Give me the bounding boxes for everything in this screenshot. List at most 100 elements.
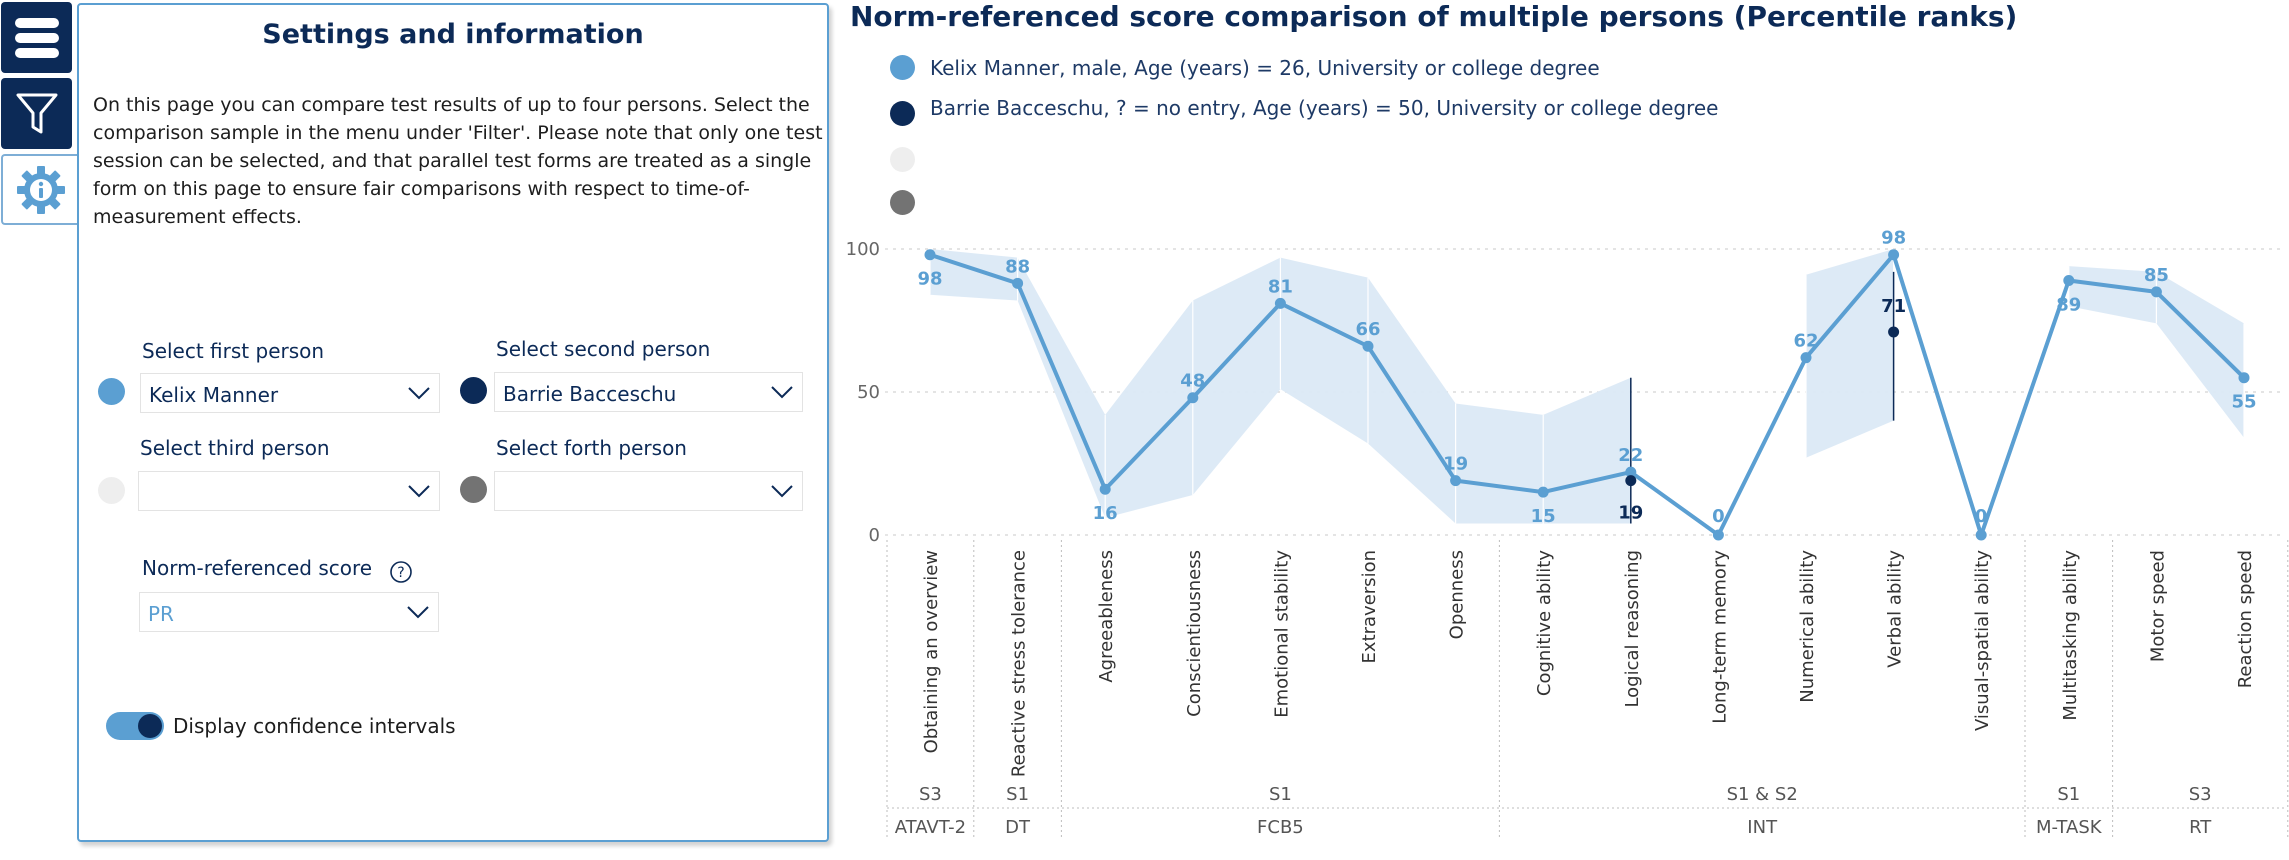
legend-entry-person1: Kelix Manner, male, Age (years) = 26, Un… [930,56,1600,80]
group-label-row1-2: S1 [1269,784,1292,805]
y-tick-label-1: 50 [857,382,880,403]
person2-point-8 [1625,475,1637,487]
x-tick-label-2: Agreeableness [1096,550,1117,683]
question-circle-icon[interactable]: ? [389,560,413,584]
gear-info-icon [17,165,65,214]
x-tick-label-0: Obtaining an overview [921,550,942,753]
panel-description: On this page you can compare test result… [93,94,823,228]
person2-point-11 [1888,326,1900,338]
group-label-row2-1: DT [1005,817,1031,838]
person1-point-8 [1625,466,1637,478]
info-button[interactable] [1,154,79,225]
y-tick-label-2: 100 [846,239,880,260]
x-tick-label-3: Conscientiousness [1184,550,1205,717]
norm-score-dropdown[interactable]: PR [139,592,439,632]
chevron-down-icon [408,387,430,400]
group-label-row1-4: S1 [2057,784,2080,805]
x-tick-label-10: Numerical ability [1797,550,1818,703]
person1-point-4 [1274,297,1286,309]
x-tick-label-12: Visual-spatial ability [1972,550,1993,731]
norm-score-label: Norm-referenced score [142,556,373,580]
group-label-row2-5: RT [2189,817,2212,838]
x-tick-label-7: Cognitive ability [1534,550,1555,696]
x-tick-label-5: Extraversion [1359,550,1380,663]
person1-value-label-10: 62 [1793,331,1818,352]
person1-value-label-6: 19 [1443,454,1468,475]
person1-point-1 [1012,277,1024,289]
confidence-interval-label: Display confidence intervals [173,714,456,738]
x-tick-label-14: Motor speed [2147,550,2168,662]
person1-value-label-12: 0 [1975,506,1988,527]
person1-value-label-11: 98 [1881,228,1906,249]
group-label-row1-1: S1 [1006,784,1029,805]
person1-point-9 [1712,529,1724,541]
person1-point-3 [1187,392,1199,404]
chevron-down-icon [771,485,793,498]
y-tick-label-0: 0 [869,525,880,546]
x-tick-label-11: Verbal ability [1885,550,1906,668]
person1-value-label-5: 66 [1355,319,1380,340]
second-person-dropdown[interactable]: Barrie Bacceschu [494,372,803,412]
settings-panel: Settings and information On this page yo… [77,3,829,842]
person4-color-dot [460,476,487,503]
chart-title: Norm-referenced score comparison of mult… [850,0,2018,33]
person1-score-line [929,252,2246,537]
first-person-value: Kelix Manner [149,383,279,407]
legend-dot-person4 [890,190,915,215]
first-person-dropdown[interactable]: Kelix Manner [140,373,440,413]
person1-point-10 [1800,352,1812,364]
second-person-value: Barrie Bacceschu [503,382,677,406]
fourth-person-dropdown[interactable] [494,471,803,511]
group-label-row2-3: INT [1747,817,1778,838]
group-label-row1-5: S3 [2189,784,2212,805]
filter-button[interactable] [1,78,72,149]
third-person-label: Select third person [140,436,330,460]
person1-point-15 [2238,372,2250,384]
group-label-row2-0: ATAVT-2 [895,817,966,838]
person1-value-label-4: 81 [1268,276,1293,297]
x-tick-label-9: Long-term memory [1709,550,1730,724]
x-tick-label-4: Emotional stability [1271,550,1292,718]
norm-score-value: PR [148,602,174,626]
confidence-interval-toggle[interactable] [106,712,164,740]
person1-point-11 [1888,249,1900,261]
second-person-label: Select second person [496,337,711,361]
chevron-down-icon [407,606,429,619]
fourth-person-label: Select forth person [496,436,687,460]
x-tick-label-13: Multitasking ability [2060,550,2081,721]
person1-value-label-3: 48 [1180,371,1205,392]
third-person-dropdown[interactable] [138,471,440,511]
panel-title: Settings and information [262,19,644,50]
person2-color-dot [460,377,487,404]
person1-point-5 [1362,340,1374,352]
chevron-down-icon [771,386,793,399]
toggle-knob [138,714,162,738]
person1-point-0 [924,249,936,261]
legend-dot-person3 [890,147,915,172]
menu-button[interactable] [1,2,72,73]
person3-color-dot [98,477,125,504]
legend-dot-person2 [890,101,915,126]
person1-value-label-9: 0 [1712,506,1725,527]
x-tick-label-6: Openness [1447,550,1468,639]
person2-value-label-11: 71 [1881,296,1906,317]
person1-point-6 [1450,475,1462,487]
person2-value-label-8: 19 [1618,503,1643,524]
person1-point-2 [1099,483,1111,495]
chevron-down-icon [408,485,430,498]
first-person-label: Select first person [142,339,325,363]
person1-ci-band-2 [2068,266,2244,438]
person1-point-12 [1975,529,1987,541]
person1-ci-band-1 [1806,249,1894,458]
group-label-row2-4: M-TASK [2036,817,2103,838]
group-label-row1-0: S3 [919,784,942,805]
x-tick-label-15: Reaction speed [2235,550,2256,688]
person1-point-13 [2063,274,2075,286]
person1-point-7 [1537,486,1549,498]
legend-entry-person2: Barrie Bacceschu, ? = no entry, Age (yea… [930,96,1719,120]
hamburger-menu-icon [14,17,59,58]
x-tick-label-1: Reactive stress tolerance [1009,550,1030,777]
person1-value-label-14: 85 [2144,265,2169,286]
person1-value-label-2: 16 [1093,503,1118,524]
